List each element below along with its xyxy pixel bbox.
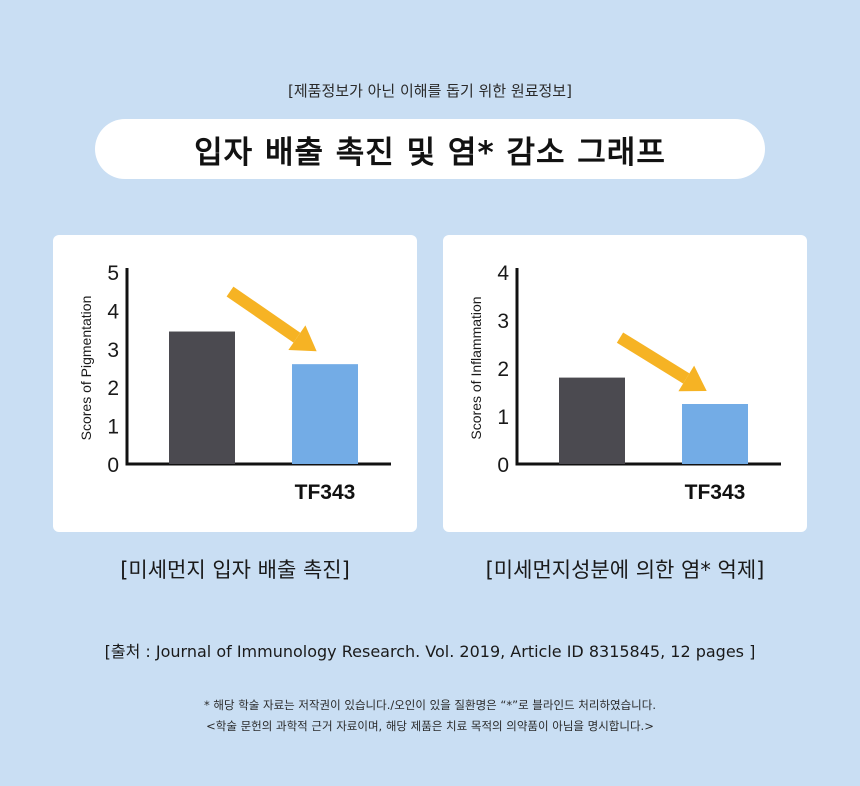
chart-card-pigmentation: Scores of Pigmentation 0 1 2 3 4 5 TF343	[53, 235, 417, 532]
y-tick-label: 3	[497, 310, 509, 333]
y-tick-label: 3	[107, 339, 119, 362]
trend-arrow-head	[288, 325, 317, 352]
trend-arrow-shaft	[616, 332, 690, 384]
y-axis-label: Scores of Pigmentation	[78, 296, 94, 441]
pigmentation-chart: Scores of Pigmentation 0 1 2 3 4 5 TF343	[78, 262, 391, 504]
y-tick-label: 5	[107, 262, 119, 285]
bar-2	[292, 364, 358, 464]
y-tick-label: 1	[497, 406, 509, 429]
trend-arrow-shaft	[226, 286, 301, 343]
page-title: 입자 배출 촉진 및 염* 감소 그래프	[194, 134, 666, 171]
y-axis-label: Scores of Inflammation	[468, 296, 484, 439]
trend-arrow-head	[678, 365, 707, 392]
bar-1	[559, 377, 625, 464]
disclaimer-line-1: * 해당 학술 자료는 저작권이 있습니다./오인이 있을 질환명은 “*”로 …	[203, 698, 657, 712]
y-tick-label: 2	[497, 358, 509, 381]
bar-2	[682, 404, 748, 464]
caption-inflammation: [미세먼지성분에 의한 염* 억제]	[485, 558, 765, 582]
source-citation: [출처 : Journal of Immunology Research. Vo…	[104, 642, 756, 661]
bar-1	[169, 331, 235, 464]
disclaimer-line-2: <학술 문헌의 과학적 근거 자료이며, 해당 제품은 치료 목적의 의약품이 …	[206, 719, 654, 733]
y-tick-label: 0	[497, 454, 509, 477]
y-tick-label: 0	[107, 454, 119, 477]
x-tick-label: TF343	[295, 481, 356, 504]
x-tick-label: TF343	[685, 481, 746, 504]
title-pill: 입자 배출 촉진 및 염* 감소 그래프	[95, 119, 765, 179]
inflammation-chart: Scores of Inflammation 0 1 2 3 4 TF343	[468, 262, 781, 504]
y-tick-label: 1	[107, 416, 119, 439]
y-tick-label: 4	[107, 300, 119, 323]
y-tick-label: 4	[497, 262, 509, 285]
y-tick-label: 2	[107, 377, 119, 400]
caption-pigmentation: [미세먼지 입자 배출 촉진]	[120, 558, 350, 582]
chart-card-inflammation: Scores of Inflammation 0 1 2 3 4 TF343	[443, 235, 807, 532]
info-note: [제품정보가 아닌 이해를 돕기 위한 원료정보]	[288, 82, 572, 100]
